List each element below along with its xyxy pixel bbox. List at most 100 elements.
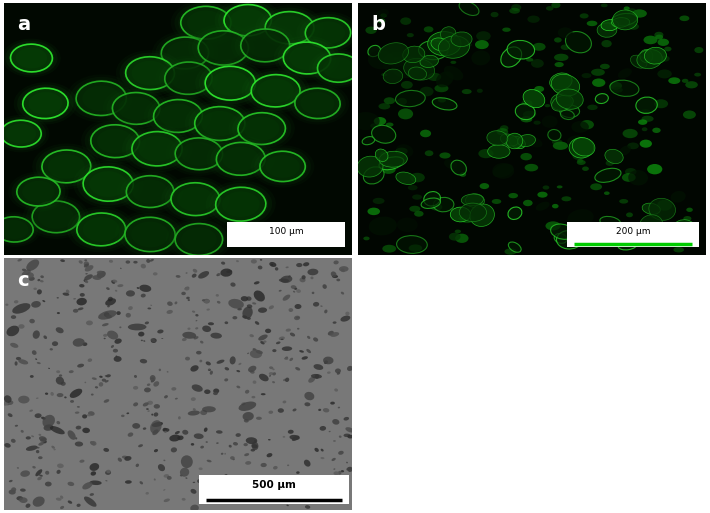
Ellipse shape: [9, 489, 16, 495]
Ellipse shape: [45, 482, 52, 486]
Ellipse shape: [77, 213, 126, 246]
Ellipse shape: [397, 98, 407, 105]
Ellipse shape: [572, 121, 589, 133]
Ellipse shape: [0, 213, 38, 245]
Ellipse shape: [296, 263, 302, 267]
Ellipse shape: [210, 139, 271, 180]
Ellipse shape: [200, 446, 204, 448]
Ellipse shape: [604, 191, 610, 195]
Ellipse shape: [122, 125, 192, 173]
Ellipse shape: [427, 32, 461, 56]
Ellipse shape: [436, 71, 454, 87]
Ellipse shape: [229, 299, 244, 309]
Ellipse shape: [126, 57, 175, 90]
Ellipse shape: [496, 128, 508, 135]
Ellipse shape: [194, 433, 204, 439]
Ellipse shape: [636, 97, 657, 113]
Ellipse shape: [628, 23, 639, 30]
Ellipse shape: [124, 456, 131, 461]
Ellipse shape: [56, 377, 64, 385]
Ellipse shape: [269, 262, 276, 267]
Ellipse shape: [444, 66, 464, 81]
Ellipse shape: [207, 308, 210, 311]
Ellipse shape: [459, 203, 486, 222]
Ellipse shape: [119, 326, 121, 328]
Ellipse shape: [283, 401, 286, 403]
Ellipse shape: [39, 436, 47, 442]
Ellipse shape: [220, 268, 232, 277]
Ellipse shape: [56, 370, 60, 373]
Ellipse shape: [32, 466, 36, 468]
Ellipse shape: [283, 436, 285, 438]
Ellipse shape: [137, 287, 139, 289]
Ellipse shape: [16, 48, 47, 68]
Ellipse shape: [153, 272, 158, 275]
Ellipse shape: [291, 285, 297, 289]
Ellipse shape: [279, 337, 285, 340]
Ellipse shape: [630, 55, 647, 68]
Text: b: b: [371, 15, 386, 34]
Ellipse shape: [409, 244, 422, 252]
Ellipse shape: [318, 409, 321, 411]
Ellipse shape: [628, 234, 637, 240]
Ellipse shape: [247, 317, 251, 320]
Ellipse shape: [501, 47, 522, 67]
Ellipse shape: [43, 336, 47, 339]
Ellipse shape: [37, 289, 42, 294]
Ellipse shape: [425, 150, 433, 156]
Ellipse shape: [207, 136, 275, 182]
Ellipse shape: [70, 77, 133, 120]
Ellipse shape: [81, 118, 149, 164]
Ellipse shape: [134, 375, 137, 378]
Ellipse shape: [175, 2, 237, 43]
Ellipse shape: [175, 224, 223, 255]
Ellipse shape: [546, 6, 554, 11]
Ellipse shape: [600, 64, 610, 69]
Ellipse shape: [196, 29, 251, 67]
Ellipse shape: [190, 365, 199, 371]
Ellipse shape: [90, 441, 95, 445]
Ellipse shape: [57, 421, 60, 424]
Ellipse shape: [139, 285, 151, 292]
Ellipse shape: [102, 379, 106, 382]
Ellipse shape: [278, 38, 337, 78]
Ellipse shape: [245, 461, 251, 465]
Ellipse shape: [460, 214, 475, 223]
Ellipse shape: [19, 497, 28, 503]
Ellipse shape: [556, 89, 583, 109]
Ellipse shape: [256, 492, 259, 495]
Ellipse shape: [551, 224, 574, 240]
Ellipse shape: [368, 50, 394, 69]
Ellipse shape: [222, 3, 274, 37]
Ellipse shape: [508, 193, 518, 199]
Ellipse shape: [8, 413, 13, 417]
Ellipse shape: [259, 8, 320, 48]
Ellipse shape: [38, 434, 41, 436]
Ellipse shape: [421, 198, 440, 208]
Ellipse shape: [552, 204, 559, 208]
Ellipse shape: [198, 271, 209, 279]
Ellipse shape: [29, 277, 35, 281]
Ellipse shape: [214, 0, 281, 42]
Ellipse shape: [462, 89, 471, 94]
Ellipse shape: [124, 55, 177, 91]
Ellipse shape: [273, 466, 278, 469]
Ellipse shape: [181, 456, 193, 468]
Ellipse shape: [236, 386, 240, 388]
Ellipse shape: [187, 410, 200, 416]
Ellipse shape: [171, 183, 220, 215]
Ellipse shape: [0, 217, 33, 242]
Ellipse shape: [427, 73, 441, 81]
Ellipse shape: [97, 271, 106, 278]
Ellipse shape: [192, 310, 195, 313]
Ellipse shape: [75, 442, 83, 446]
Ellipse shape: [206, 362, 211, 365]
Ellipse shape: [31, 301, 41, 308]
Ellipse shape: [201, 111, 239, 136]
Ellipse shape: [373, 198, 385, 204]
Ellipse shape: [471, 50, 490, 65]
Ellipse shape: [251, 444, 258, 448]
Ellipse shape: [283, 294, 290, 301]
Ellipse shape: [219, 482, 222, 484]
Ellipse shape: [236, 370, 240, 372]
